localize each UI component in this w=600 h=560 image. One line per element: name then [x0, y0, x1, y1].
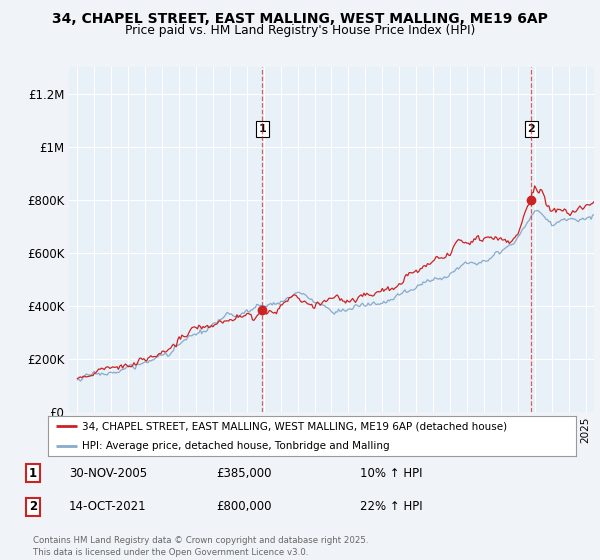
Text: 1: 1 [29, 466, 37, 480]
Text: £385,000: £385,000 [216, 466, 271, 480]
Text: 34, CHAPEL STREET, EAST MALLING, WEST MALLING, ME19 6AP: 34, CHAPEL STREET, EAST MALLING, WEST MA… [52, 12, 548, 26]
Text: 22% ↑ HPI: 22% ↑ HPI [360, 500, 422, 514]
Text: 34, CHAPEL STREET, EAST MALLING, WEST MALLING, ME19 6AP (detached house): 34, CHAPEL STREET, EAST MALLING, WEST MA… [82, 421, 508, 431]
Text: HPI: Average price, detached house, Tonbridge and Malling: HPI: Average price, detached house, Tonb… [82, 441, 390, 451]
Text: 2: 2 [527, 124, 535, 134]
Text: 1: 1 [259, 124, 266, 134]
Text: 10% ↑ HPI: 10% ↑ HPI [360, 466, 422, 480]
Text: 2: 2 [29, 500, 37, 514]
Text: Price paid vs. HM Land Registry's House Price Index (HPI): Price paid vs. HM Land Registry's House … [125, 24, 475, 36]
Text: 14-OCT-2021: 14-OCT-2021 [69, 500, 146, 514]
Text: 30-NOV-2005: 30-NOV-2005 [69, 466, 147, 480]
Text: Contains HM Land Registry data © Crown copyright and database right 2025.
This d: Contains HM Land Registry data © Crown c… [33, 536, 368, 557]
Text: £800,000: £800,000 [216, 500, 271, 514]
